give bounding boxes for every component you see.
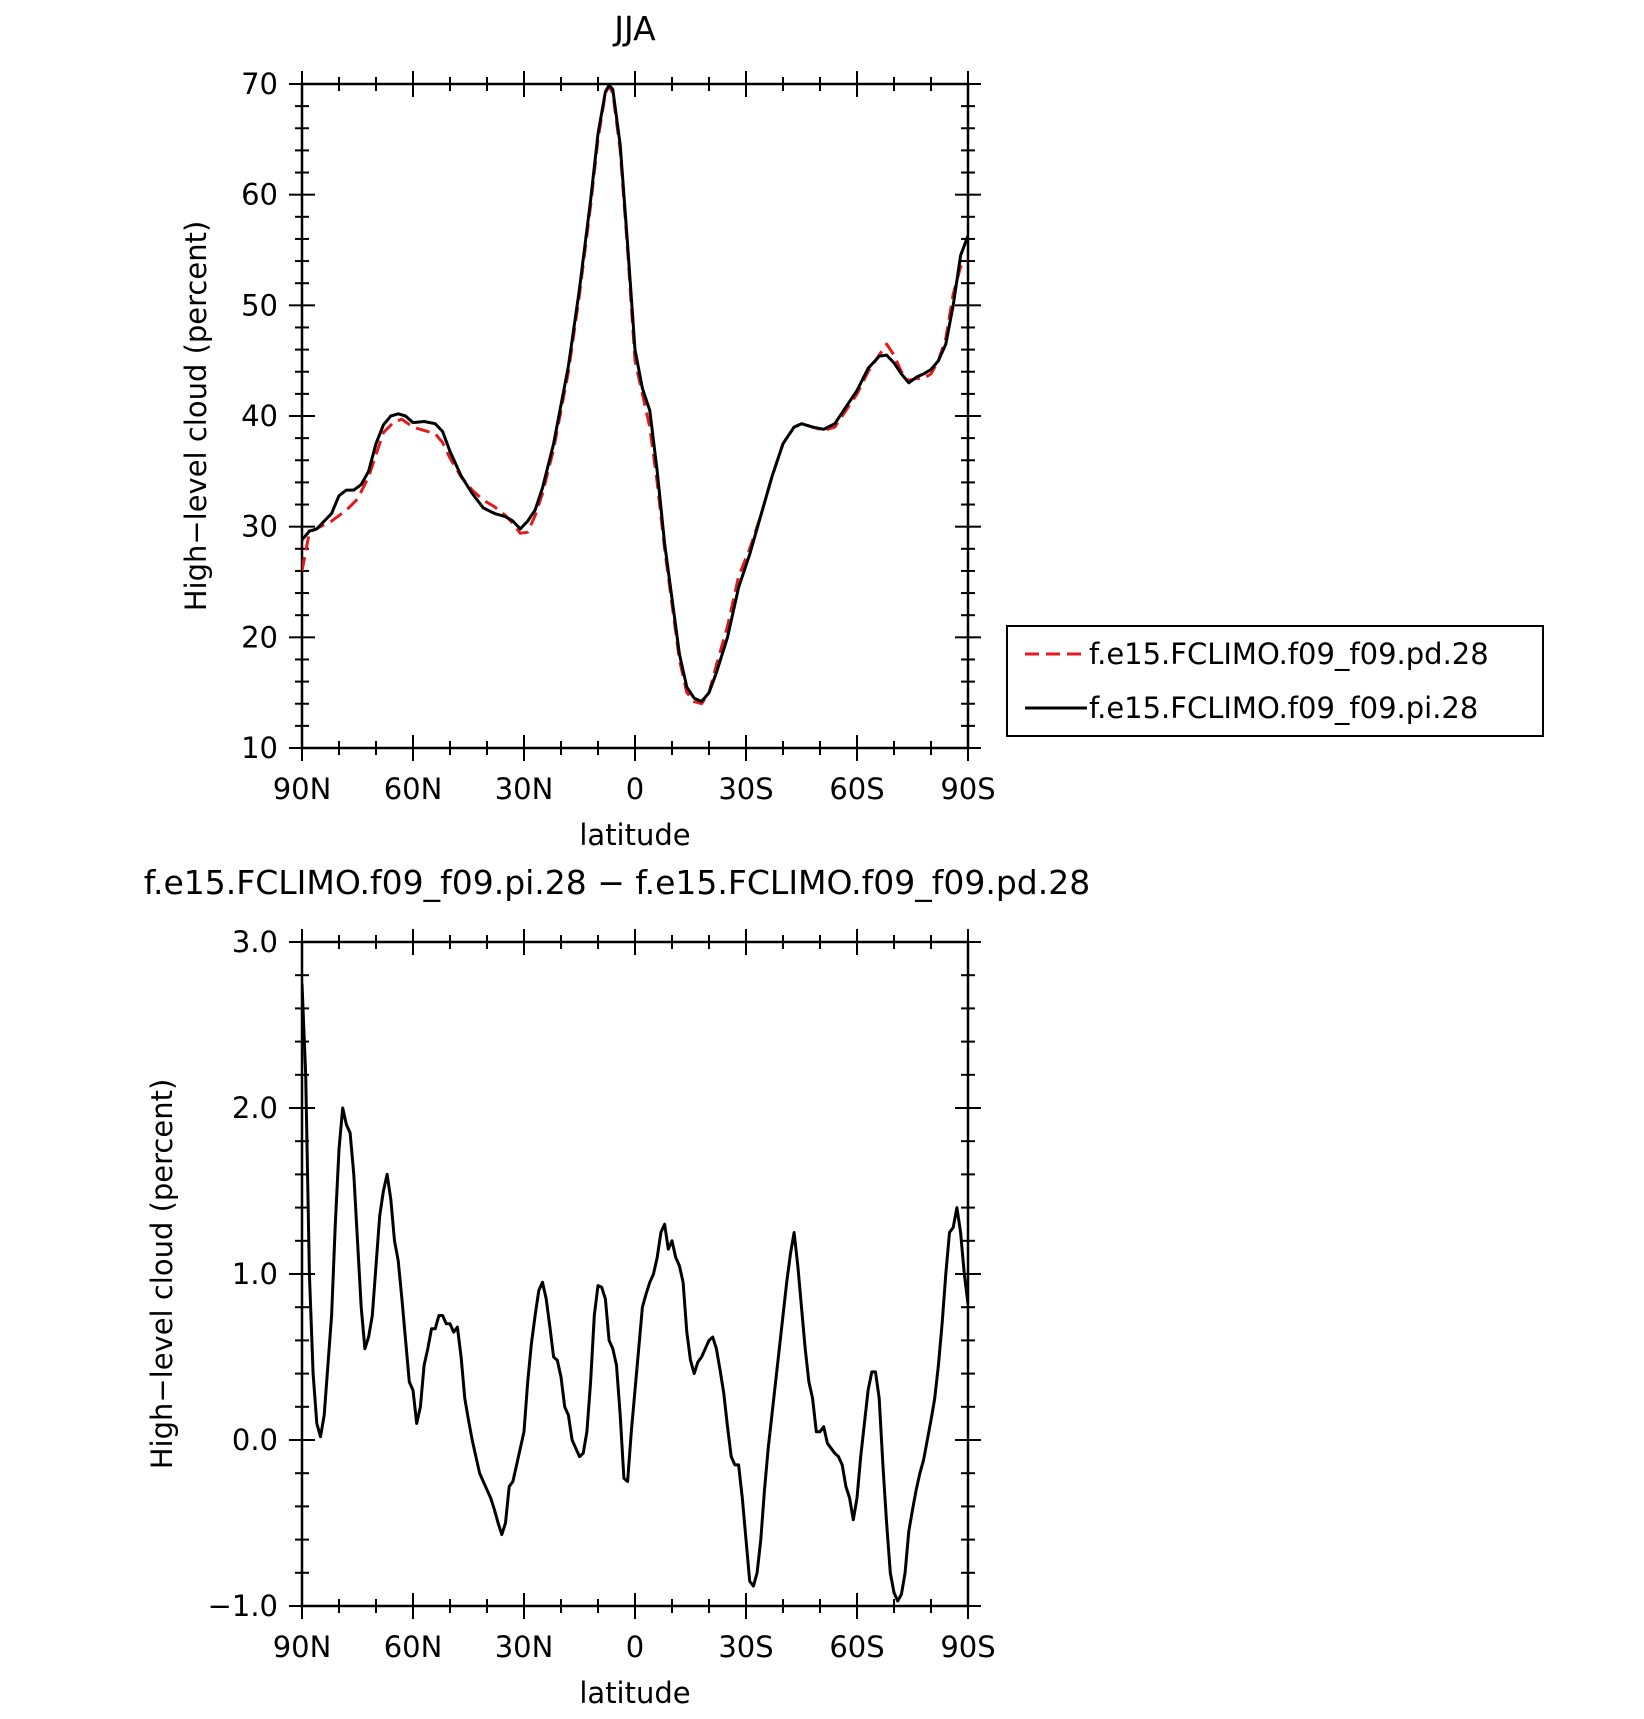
series-line-1 xyxy=(302,983,968,1603)
y-axis-label: High−level cloud (percent) xyxy=(179,221,213,612)
y-tick-label: 2.0 xyxy=(232,1091,278,1125)
y-tick-label: 1.0 xyxy=(232,1257,278,1291)
x-tick-label: 90N xyxy=(273,1630,332,1664)
y-tick-label: 50 xyxy=(241,288,278,322)
x-axis-label: latitude xyxy=(579,818,690,852)
x-tick-label: 60N xyxy=(384,772,443,806)
x-tick-label: 60S xyxy=(829,1630,884,1664)
legend: f.e15.FCLIMO.f09_f09.pd.28 f.e15.FCLIMO.f… xyxy=(1006,625,1544,737)
x-tick-label: 90S xyxy=(940,1630,995,1664)
legend-label: f.e15.FCLIMO.f09_f09.pi.28 xyxy=(1089,691,1478,725)
y-tick-label: 40 xyxy=(241,399,278,433)
y-tick-label: 20 xyxy=(241,620,278,654)
y-tick-label: 3.0 xyxy=(232,925,278,959)
y-tick-label: 10 xyxy=(241,731,278,765)
chart-title: JJA xyxy=(612,9,656,48)
y-tick-label: 30 xyxy=(241,510,278,544)
x-tick-label: 0 xyxy=(626,1630,644,1664)
chart-1: JJA 90N 60N 30N 0 30S 60S 90S latitude 10 20 30 40 50… xyxy=(179,9,1544,852)
x-tick-label: 90N xyxy=(273,772,332,806)
x-tick-label: 0 xyxy=(626,772,644,806)
x-tick-label: 60S xyxy=(829,772,884,806)
y-tick-label: 70 xyxy=(241,67,278,101)
x-tick-label: 90S xyxy=(940,772,995,806)
plot-frame xyxy=(300,940,970,1608)
legend-box xyxy=(1006,625,1544,737)
series-line-1 xyxy=(302,84,968,706)
x-tick-label: 30S xyxy=(718,772,773,806)
legend-label: f.e15.FCLIMO.f09_f09.pd.28 xyxy=(1089,637,1489,671)
x-tick-label: 30N xyxy=(495,1630,554,1664)
series-line-2 xyxy=(302,83,968,703)
x-tick-label: 30S xyxy=(718,1630,773,1664)
y-tick-label: −1.0 xyxy=(208,1589,278,1623)
y-tick-label: 0.0 xyxy=(232,1423,278,1457)
chart-2: f.e15.FCLIMO.f09_f09.pi.28 − f.e15.FCLIM… xyxy=(144,863,1090,1710)
y-axis-label: High−level cloud (percent) xyxy=(145,1079,179,1470)
chart-title: f.e15.FCLIMO.f09_f09.pi.28 − f.e15.FCLIM… xyxy=(144,863,1090,902)
y-tick-label: 60 xyxy=(241,178,278,212)
x-tick-label: 30N xyxy=(495,772,554,806)
x-axis-label: latitude xyxy=(579,1676,690,1710)
x-tick-label: 60N xyxy=(384,1630,443,1664)
